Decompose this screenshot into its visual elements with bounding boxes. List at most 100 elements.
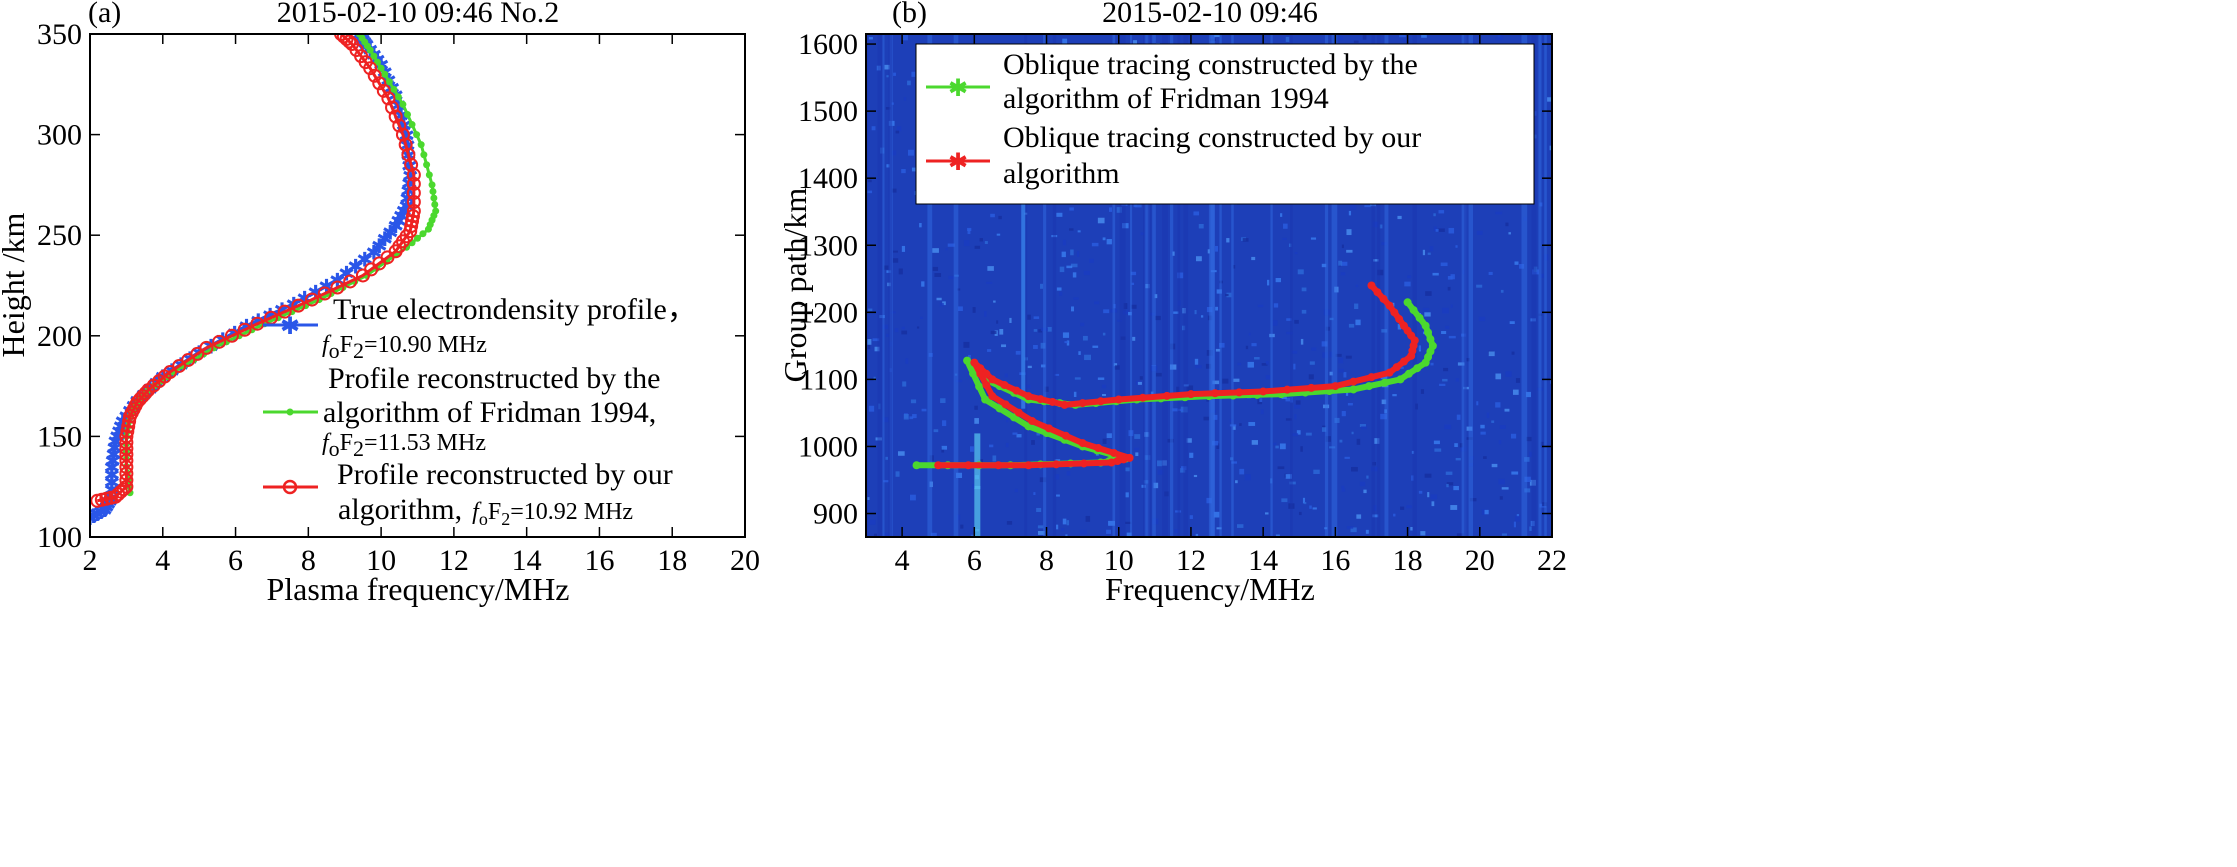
panel-a-point-2 [122,414,137,429]
panel-a-point-2 [237,322,252,337]
panel-b-point-1 [1235,388,1244,397]
legend-a-fof2-fridman: foF2=11.53 MHz [322,430,486,461]
panel-b-point-1 [1096,397,1105,406]
panel-b-series [912,281,1437,470]
legend-b-entry-ours: ✱ Oblique tracing constructed by our alg… [926,121,1421,190]
panel-a-point-2 [385,100,400,115]
panel-a-point-2 [392,118,407,133]
legend-a-marker-ours [282,479,298,495]
panel-a-point-2 [119,479,134,494]
legend-b-box [915,43,1535,205]
panel-b-xtick-label: 18 [1393,544,1423,577]
panel-a-xtick-label: 10 [366,544,396,577]
panel-a-point-2 [401,147,416,162]
panel-a-point-2 [343,274,358,289]
panel-a-point-1 [419,230,427,238]
panel-a-frame [89,33,746,538]
panel-b-point-1 [1001,400,1010,409]
panel-a-point-2 [121,419,136,434]
panel-b-point-1 [1399,357,1408,366]
panel-a-ytick-label: 100 [37,521,82,554]
panel-b-point-0 [1365,382,1374,391]
panel-b-point-1 [1349,377,1358,386]
panel-b-point-1 [1211,389,1220,398]
panel-b-point-1 [988,375,997,384]
panel-b-point-1 [1186,390,1195,399]
panel-a-point-2 [336,34,351,44]
panel-a-point-1 [413,131,421,139]
panel-b-point-1 [1162,391,1171,400]
legend-a-marker-true: ✱ [280,314,300,340]
panel-b-point-1 [1078,439,1087,448]
panel-a-point-0: ✱ [103,465,120,487]
panel-a-line-0 [90,34,412,519]
panel-b-point-1 [1331,382,1340,391]
panel-b-point-1 [1052,460,1061,469]
panel-b-point-1 [1079,459,1088,468]
panel-b-point-1 [1392,363,1401,372]
panel-a-point-0: ✱ [356,249,373,271]
panel-b-point-1 [1138,393,1147,402]
panel-b-point-0 [1403,298,1412,307]
panel-a-point-2 [376,83,391,98]
panel-a-point-2 [304,292,319,307]
panel-b-point-1 [1036,395,1045,404]
panel-a-ylabel: Height /km [0,212,31,357]
panel-b-point-1 [1367,373,1376,382]
panel-a-point-1 [430,194,438,202]
legend-a-entry-fridman: Profile reconstructed by the algorithm o… [263,362,660,461]
panel-b-point-1 [1000,380,1009,389]
panel-b-point-1 [964,461,973,470]
panel-a-point-1 [370,52,378,60]
panel-b-axis-ticks: 4 6 8 10 12 14 16 18 20 22 900 1000 1100 1200 1300 1400… [798,28,1567,577]
panel-b-point-0 [1396,375,1405,384]
panel-a-point-0: ✱ [398,196,415,218]
panel-a-point-1 [399,100,407,108]
panel-a-point-2 [138,386,153,401]
panel-a-ytick-label: 350 [37,18,82,51]
panel-b-xtick-label: 6 [967,544,982,577]
panel-b-point-1 [1044,424,1053,433]
panel-a-point-2 [406,176,421,191]
legend-b-text-ours-2: algorithm [1003,157,1120,190]
panel-b-point-1 [1113,456,1122,465]
panel-a-point-2 [334,34,349,41]
panel-a-point-2 [404,219,419,234]
panel-b-point-1 [982,369,991,378]
panel-a-point-1 [385,78,393,86]
panel-b-point-1 [988,392,997,401]
panel-b-point-1 [1385,301,1394,310]
panel-a-point-2 [406,167,421,182]
legend-b-text-fridman-2: algorithm of Fridman 1994 [1003,82,1329,115]
panel-a-point-2 [403,224,418,239]
panel-b-point-1 [970,358,979,367]
panel-a-point-2 [317,286,332,301]
panel-b-point-1 [1259,387,1268,396]
panel-b-xtick-label: 20 [1465,544,1495,577]
panel-a-xtick-label: 18 [657,544,687,577]
panel-b-point-1 [1119,455,1128,464]
panel-b-point-1 [1048,397,1057,406]
panel-a-point-2 [372,76,387,91]
panel-b-point-1 [1024,392,1033,401]
panel-b-ytick-label: 1300 [798,229,858,262]
panel-a-xtick-label: 14 [512,544,542,577]
legend-a-text-true: True electrondensity profile， [333,293,697,326]
panel-b-point-1 [1125,453,1134,462]
panel-b-xtick-label: 16 [1320,544,1350,577]
panel-a-xlabel: Plasma frequency/MHz [266,571,569,607]
panel-b-point-1 [1109,448,1118,457]
panel-a-point-1 [432,207,440,215]
panel-b-point-0 [1404,369,1413,378]
legend-b-marker-ours: ✱ [948,150,968,176]
panel-a-point-0: ✱ [105,445,122,467]
legend-b-text-ours-1: Oblique tracing constructed by our [1003,121,1421,154]
panel-a-point-1 [390,85,398,93]
panel-a-point-0: ✱ [103,458,120,480]
panel-a-point-2 [119,429,134,444]
panel-a-title: 2015-02-10 09:46 No.2 [277,0,559,29]
panel-b-point-1 [1390,308,1399,317]
panel-b-point-1 [1395,315,1404,324]
legend-a-fof2-true: foF2=10.90 MHz [322,332,487,363]
panel-a: (a) 2015-02-10 09:46 No.2 2 4 6 8 10 12 14 16 18… [0,0,760,607]
